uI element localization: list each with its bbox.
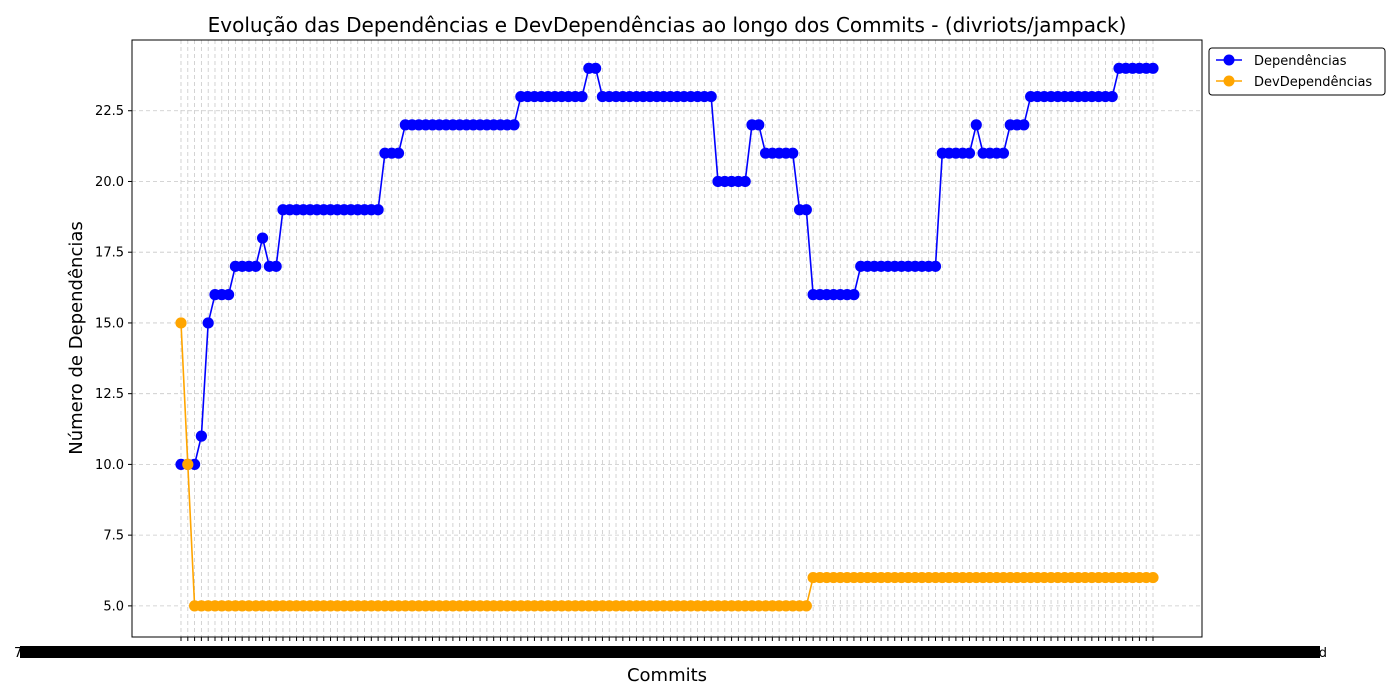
- legend: Dependências DevDependências: [1208, 47, 1386, 96]
- data-point-dependencias: [739, 175, 751, 188]
- legend-label-dependencias: Dependências: [1254, 54, 1347, 69]
- plot-frame: [131, 39, 1203, 638]
- legend-frame: [1208, 47, 1386, 96]
- data-point-dependencias: [848, 289, 860, 301]
- data-point-dependencias: [202, 317, 214, 329]
- x-axis-ticks: 7035a56 c7f2fd1d: [14, 637, 1327, 661]
- data-point-dependencias: [970, 119, 982, 131]
- grid: [132, 40, 1202, 637]
- legend-label-devdependencias: DevDependências: [1254, 75, 1372, 90]
- data-point-dependencias: [576, 90, 588, 103]
- y-tick-label: 20.0: [95, 175, 124, 190]
- legend-marker-dependencias: [1223, 54, 1235, 66]
- x-tick-labels-overlap: [20, 646, 1320, 658]
- y-tick-label: 7.5: [103, 529, 124, 544]
- y-tick-label: 12.5: [95, 387, 124, 402]
- data-point-devdependencias: [800, 600, 812, 612]
- x-tick-label-last: c7f2fd1d: [1269, 646, 1327, 661]
- data-point-dependencias: [1106, 90, 1118, 103]
- data-point-dependencias: [963, 147, 976, 159]
- y-axis-label: Número de Dependências: [66, 221, 87, 455]
- data-point-dependencias: [1018, 119, 1030, 131]
- data-point-dependencias: [256, 232, 269, 244]
- data-point-dependencias: [195, 430, 207, 442]
- data-point-dependencias: [590, 62, 602, 74]
- data-point-dependencias: [1147, 62, 1159, 74]
- data-point-devdependencias: [1147, 571, 1159, 584]
- data-point-dependencias: [997, 147, 1010, 159]
- legend-entry-devdependencias: DevDependências: [1216, 75, 1372, 90]
- data-point-devdependencias: [182, 458, 194, 471]
- data-point-dependencias: [705, 90, 717, 103]
- data-point-dependencias: [787, 147, 799, 159]
- data-point-dependencias: [392, 147, 405, 159]
- data-point-dependencias: [270, 260, 282, 272]
- y-tick-label: 10.0: [95, 458, 124, 473]
- series-layer: [175, 62, 1159, 612]
- data-point-dependencias: [508, 119, 520, 131]
- data-point-dependencias: [800, 204, 812, 216]
- data-point-devdependencias: [175, 317, 187, 329]
- y-tick-label: 15.0: [95, 316, 124, 331]
- y-tick-label: 22.5: [95, 104, 124, 119]
- data-point-dependencias: [250, 260, 262, 272]
- data-point-dependencias: [929, 260, 942, 272]
- legend-marker-devdependencias: [1223, 75, 1235, 87]
- x-tick-label-first: 7035a56: [14, 646, 72, 661]
- data-point-dependencias: [372, 204, 384, 216]
- legend-entry-dependencias: Dependências: [1216, 54, 1347, 69]
- y-tick-label: 5.0: [103, 599, 124, 614]
- x-axis-label: Commits: [627, 665, 707, 686]
- y-tick-label: 17.5: [95, 246, 124, 261]
- chart-title: Evolução das Dependências e DevDependênc…: [208, 13, 1127, 37]
- y-axis-ticks: 5.0 7.5 10.0 12.5 15.0 17.5 20.0 22.5: [95, 104, 132, 614]
- data-point-dependencias: [753, 119, 765, 131]
- data-point-dependencias: [222, 289, 235, 301]
